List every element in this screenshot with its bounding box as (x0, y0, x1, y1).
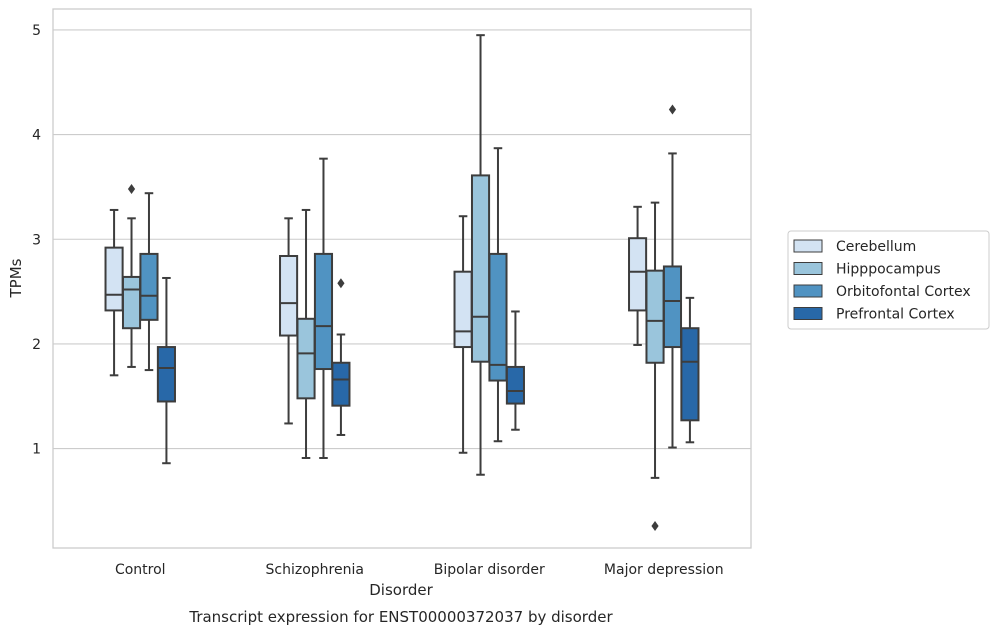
y-tick-label: 5 (32, 23, 41, 39)
x-axis-ticks: Control Schizophrenia Bipolar disorder Majo… (115, 562, 724, 578)
y-tick-label: 4 (32, 128, 41, 144)
iqr-box (505, 365, 525, 405)
outlier-point (668, 104, 677, 115)
y-tick-label: 1 (32, 442, 41, 458)
outlier-point (651, 521, 659, 532)
y-axis-ticks: 1 2 3 4 5 (32, 23, 41, 458)
iqr-box (139, 252, 159, 321)
box-cerebellum (628, 205, 648, 346)
box-orbitofontal-cortex (313, 157, 334, 459)
iqr-box (156, 346, 176, 403)
iqr-box (296, 317, 316, 400)
box-plot-area (104, 34, 700, 532)
box-orbitofontal-cortex (488, 147, 508, 443)
iqr-box (121, 275, 142, 330)
legend-label: Hipppocampus (836, 262, 941, 278)
outlier-point (337, 278, 345, 289)
iqr-box (331, 361, 351, 407)
x-tick-label: Bipolar disorder (434, 562, 545, 578)
chart-title: Transcript expression for ENST0000037203… (188, 608, 613, 626)
box-prefrontal-cortex (156, 276, 176, 465)
legend-label: Cerebellum (836, 239, 916, 255)
legend-label: Orbitofontal Cortex (836, 284, 971, 300)
box-cerebellum (104, 208, 124, 377)
legend-swatch (793, 284, 823, 298)
box-hipppocampus (645, 201, 665, 532)
box-cerebellum (279, 217, 299, 425)
x-axis-label: Disorder (369, 581, 433, 599)
x-tick-label: Control (115, 562, 166, 578)
iqr-box (104, 246, 124, 312)
y-tick-label: 3 (32, 232, 41, 248)
iqr-box (645, 269, 665, 364)
legend-swatch (793, 239, 823, 253)
outlier-point (127, 184, 136, 195)
box-prefrontal-cortex (505, 310, 525, 431)
box-prefrontal-cortex (680, 296, 700, 444)
box-prefrontal-cortex (331, 278, 351, 436)
iqr-box (313, 252, 334, 371)
legend-swatch (793, 307, 823, 320)
iqr-box (628, 237, 648, 312)
iqr-box (680, 327, 700, 422)
iqr-box (662, 265, 683, 349)
grid-lines (53, 29, 751, 450)
plot-frame (52, 8, 752, 549)
legend-label: Prefrontal Cortex (836, 307, 955, 323)
y-axis-label: TPMs (7, 258, 25, 298)
iqr-box (470, 174, 491, 363)
legend-frame (787, 230, 990, 330)
box-cerebellum (453, 215, 473, 454)
legend-swatch (793, 262, 823, 275)
x-tick-label: Schizophrenia (266, 562, 364, 578)
box-orbitofontal-cortex (662, 104, 683, 449)
box-orbitofontal-cortex (139, 192, 159, 372)
x-tick-label: Major depression (604, 562, 724, 578)
iqr-box (488, 252, 508, 382)
iqr-box (279, 254, 299, 337)
box-hipppocampus (470, 34, 491, 476)
y-tick-label: 2 (32, 337, 41, 353)
box-hipppocampus (121, 184, 142, 368)
iqr-box (453, 270, 473, 349)
box-hipppocampus (296, 208, 316, 459)
legend: Cerebellum Hipppocampus Orbitofontal Corte… (787, 230, 990, 330)
